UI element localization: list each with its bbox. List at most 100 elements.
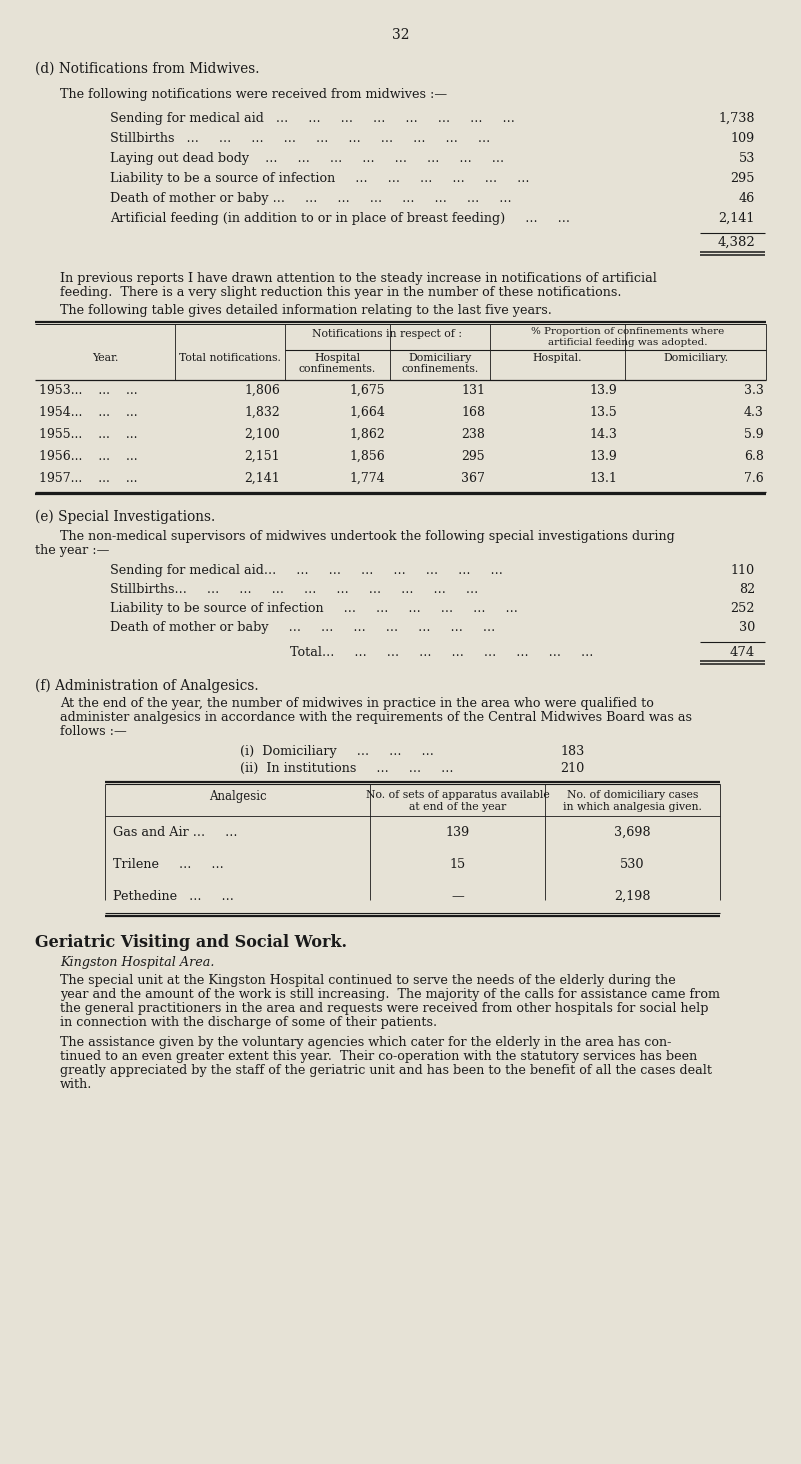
Text: 183: 183 [560,745,584,758]
Text: administer analgesics in accordance with the requirements of the Central Midwive: administer analgesics in accordance with… [60,712,692,725]
Text: Pethedine   ...     ...: Pethedine ... ... [113,890,234,903]
Text: 252: 252 [731,602,755,615]
Text: feeding.  There is a very slight reduction this year in the number of these noti: feeding. There is a very slight reductio… [60,285,622,299]
Text: 110: 110 [731,564,755,577]
Text: follows :—: follows :— [60,725,127,738]
Text: Year.: Year. [92,353,119,363]
Text: 2,100: 2,100 [244,427,280,441]
Text: Trilene     ...     ...: Trilene ... ... [113,858,223,871]
Text: (ii)  In institutions     ...     ...     ...: (ii) In institutions ... ... ... [240,761,453,774]
Text: Hospital.: Hospital. [533,353,582,363]
Text: The special unit at the Kingston Hospital continued to serve the needs of the el: The special unit at the Kingston Hospita… [60,974,676,987]
Text: Stillbirths   ...     ...     ...     ...     ...     ...     ...     ...     ..: Stillbirths ... ... ... ... ... ... ... … [110,132,490,145]
Text: Sending for medical aid   ...     ...     ...     ...     ...     ...     ...   : Sending for medical aid ... ... ... ... … [110,113,515,124]
Text: Artificial feeding (in addition to or in place of breast feeding)     ...     ..: Artificial feeding (in addition to or in… [110,212,570,225]
Text: Stillbirths...     ...     ...     ...     ...     ...     ...     ...     ...  : Stillbirths... ... ... ... ... ... ... .… [110,583,478,596]
Text: 238: 238 [461,427,485,441]
Text: 5.9: 5.9 [744,427,764,441]
Text: 46: 46 [739,192,755,205]
Text: No. of domiciliary cases: No. of domiciliary cases [567,791,698,799]
Text: 4,382: 4,382 [717,236,755,249]
Text: 367: 367 [461,471,485,485]
Text: 7.6: 7.6 [744,471,764,485]
Text: Liability to be source of infection     ...     ...     ...     ...     ...     : Liability to be source of infection ... … [110,602,518,615]
Text: Laying out dead body    ...     ...     ...     ...     ...     ...     ...     : Laying out dead body ... ... ... ... ...… [110,152,504,165]
Text: Hospital: Hospital [315,353,360,363]
Text: 30: 30 [739,621,755,634]
Text: Death of mother or baby ...     ...     ...     ...     ...     ...     ...     : Death of mother or baby ... ... ... ... … [110,192,512,205]
Text: 1,856: 1,856 [349,449,385,463]
Text: The assistance given by the voluntary agencies which cater for the elderly in th: The assistance given by the voluntary ag… [60,1037,671,1050]
Text: 1,862: 1,862 [349,427,385,441]
Text: 474: 474 [730,646,755,659]
Text: —: — [451,890,464,903]
Text: year and the amount of the work is still increasing.  The majority of the calls : year and the amount of the work is still… [60,988,720,1001]
Text: 1,675: 1,675 [349,384,385,397]
Text: Domiciliary.: Domiciliary. [663,353,728,363]
Text: (f) Administration of Analgesics.: (f) Administration of Analgesics. [35,679,259,694]
Text: Gas and Air ...     ...: Gas and Air ... ... [113,826,238,839]
Text: 15: 15 [449,858,465,871]
Text: in which analgesia given.: in which analgesia given. [563,802,702,813]
Text: tinued to an even greater extent this year.  Their co-operation with the statuto: tinued to an even greater extent this ye… [60,1050,697,1063]
Text: 2,151: 2,151 [244,449,280,463]
Text: Domiciliary: Domiciliary [409,353,472,363]
Text: The following table gives detailed information relating to the last five years.: The following table gives detailed infor… [60,305,552,318]
Text: 1,738: 1,738 [718,113,755,124]
Text: 168: 168 [461,406,485,419]
Text: 1,832: 1,832 [244,406,280,419]
Text: Kingston Hospital Area.: Kingston Hospital Area. [60,956,215,969]
Text: 131: 131 [461,384,485,397]
Text: 210: 210 [560,761,584,774]
Text: artificial feeding was adopted.: artificial feeding was adopted. [548,338,708,347]
Text: 13.1: 13.1 [589,471,617,485]
Text: (d) Notifications from Midwives.: (d) Notifications from Midwives. [35,61,260,76]
Text: Analgesic: Analgesic [209,791,266,802]
Text: 2,198: 2,198 [614,890,650,903]
Text: Total...     ...     ...     ...     ...     ...     ...     ...     ...: Total... ... ... ... ... ... ... ... ... [290,646,594,659]
Text: 13.5: 13.5 [590,406,617,419]
Text: 1,774: 1,774 [349,471,385,485]
Text: Notifications in respect of :: Notifications in respect of : [312,329,462,340]
Text: 82: 82 [739,583,755,596]
Text: 14.3: 14.3 [589,427,617,441]
Text: 1954...    ...    ...: 1954... ... ... [39,406,138,419]
Text: 2,141: 2,141 [244,471,280,485]
Text: (i)  Domiciliary     ...     ...     ...: (i) Domiciliary ... ... ... [240,745,434,758]
Text: 53: 53 [739,152,755,165]
Text: 3,698: 3,698 [614,826,650,839]
Text: the general practitioners in the area and requests were received from other hosp: the general practitioners in the area an… [60,1001,709,1015]
Text: 1,806: 1,806 [244,384,280,397]
Text: 1,664: 1,664 [349,406,385,419]
Text: In previous reports I have drawn attention to the steady increase in notificatio: In previous reports I have drawn attenti… [60,272,657,285]
Text: 1953...    ...    ...: 1953... ... ... [39,384,138,397]
Text: confinements.: confinements. [299,365,376,373]
Text: 6.8: 6.8 [744,449,764,463]
Text: 295: 295 [731,171,755,184]
Text: 530: 530 [620,858,645,871]
Text: Geriatric Visiting and Social Work.: Geriatric Visiting and Social Work. [35,934,347,952]
Text: with.: with. [60,1078,92,1091]
Text: The following notifications were received from midwives :—: The following notifications were receive… [60,88,447,101]
Text: 4.3: 4.3 [744,406,764,419]
Text: 32: 32 [392,28,410,42]
Text: 2,141: 2,141 [718,212,755,225]
Text: greatly appreciated by the staff of the geriatric unit and has been to the benef: greatly appreciated by the staff of the … [60,1064,712,1078]
Text: Liability to be a source of infection     ...     ...     ...     ...     ...   : Liability to be a source of infection ..… [110,171,529,184]
Text: (e) Special Investigations.: (e) Special Investigations. [35,509,215,524]
Text: in connection with the discharge of some of their patients.: in connection with the discharge of some… [60,1016,437,1029]
Text: % Proportion of confinements where: % Proportion of confinements where [531,326,725,337]
Text: 109: 109 [731,132,755,145]
Text: Sending for medical aid...     ...     ...     ...     ...     ...     ...     .: Sending for medical aid... ... ... ... .… [110,564,503,577]
Text: 1957...    ...    ...: 1957... ... ... [39,471,138,485]
Text: 1956...    ...    ...: 1956... ... ... [39,449,138,463]
Text: 13.9: 13.9 [590,449,617,463]
Text: At the end of the year, the number of midwives in practice in the area who were : At the end of the year, the number of mi… [60,697,654,710]
Text: 295: 295 [461,449,485,463]
Text: 1955...    ...    ...: 1955... ... ... [39,427,138,441]
Text: 3.3: 3.3 [744,384,764,397]
Text: the year :—: the year :— [35,545,110,556]
Text: 13.9: 13.9 [590,384,617,397]
Text: Death of mother or baby     ...     ...     ...     ...     ...     ...     ...: Death of mother or baby ... ... ... ... … [110,621,495,634]
Text: Total notifications.: Total notifications. [179,353,281,363]
